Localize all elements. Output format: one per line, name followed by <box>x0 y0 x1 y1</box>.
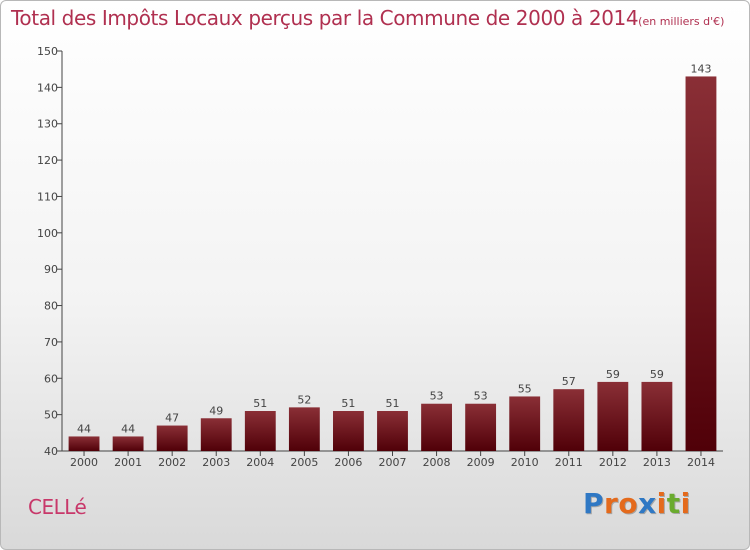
bar-2010 <box>509 396 541 451</box>
bar-2007 <box>377 411 408 451</box>
logo-letter: x <box>638 487 657 520</box>
bar-2006 <box>333 411 364 451</box>
value-label-2014: 143 <box>690 62 711 75</box>
x-tick-label: 2001 <box>114 456 142 469</box>
y-tick-label: 130 <box>37 118 58 131</box>
bar-2014 <box>685 76 717 452</box>
value-label-2003: 49 <box>209 404 223 417</box>
y-tick-label: 70 <box>44 336 58 349</box>
bars <box>68 76 717 452</box>
x-tick-label: 2014 <box>687 456 715 469</box>
logo-letter: o <box>618 487 639 520</box>
bar-2004 <box>244 411 276 451</box>
logo-letter: i <box>656 487 667 520</box>
logo-letter: t <box>666 487 681 520</box>
chart-title: Total des Impôts Locaux perçus par la Co… <box>11 6 639 30</box>
y-tick-label: 80 <box>44 300 58 313</box>
x-tick-label: 2013 <box>643 456 671 469</box>
y-tick-label: 90 <box>44 263 58 276</box>
chart-unit: (en milliers d'€) <box>638 15 725 28</box>
x-tick-label: 2012 <box>599 456 627 469</box>
value-labels: 44 44 47 49 51 52 51 51 53 53 55 57 59 59 143 <box>77 62 711 435</box>
x-tick-label: 2000 <box>70 456 98 469</box>
y-tick-label: 50 <box>44 409 58 422</box>
bar-2011 <box>553 389 585 451</box>
x-tick-label: 2011 <box>555 456 583 469</box>
x-axis: 2000 2001 2002 2003 2004 2005 2006 2007 2008 2009… <box>62 450 723 469</box>
y-tick-label: 40 <box>44 445 58 458</box>
y-axis: 40 50 60 70 80 90 100 110 120 130 140 150 <box>37 45 63 458</box>
value-label-2004: 51 <box>253 397 267 410</box>
y-tick-label: 60 <box>44 372 58 385</box>
x-tick-label: 2008 <box>423 456 451 469</box>
value-label-2011: 57 <box>562 375 576 388</box>
value-label-2005: 52 <box>297 393 311 406</box>
y-tick-label: 150 <box>37 45 58 58</box>
x-tick-label: 2006 <box>334 456 362 469</box>
value-label-2012: 59 <box>606 368 620 381</box>
proxiti-logo[interactable]: Proxiti <box>583 487 691 520</box>
logo-letter: i <box>680 487 691 520</box>
y-tick-label: 110 <box>37 190 58 203</box>
bar-2012 <box>597 381 629 451</box>
bar-2005 <box>288 407 320 451</box>
value-label-2000: 44 <box>77 422 91 435</box>
bar-2002 <box>156 425 188 451</box>
bar-2009 <box>465 403 497 451</box>
value-label-2009: 53 <box>474 390 488 403</box>
y-tick-label: 100 <box>37 227 58 240</box>
logo-letter: P <box>583 487 605 520</box>
x-tick-label: 2010 <box>511 456 539 469</box>
value-label-2008: 53 <box>430 390 444 403</box>
x-tick-label: 2003 <box>202 456 230 469</box>
x-tick-label: 2007 <box>379 456 407 469</box>
bar-2008 <box>421 403 452 451</box>
bar-2001 <box>112 436 144 451</box>
commune-name: CELLé <box>28 495 87 519</box>
y-tick-label: 140 <box>37 81 58 94</box>
bar-2013 <box>641 381 673 451</box>
value-label-2007: 51 <box>386 397 400 410</box>
bar-2003 <box>200 418 232 451</box>
bar-2000 <box>68 436 100 451</box>
value-label-2013: 59 <box>650 368 664 381</box>
logo-letter: r <box>604 487 619 520</box>
x-tick-label: 2002 <box>158 456 186 469</box>
x-tick-label: 2004 <box>246 456 274 469</box>
value-label-2010: 55 <box>518 382 532 395</box>
value-label-2006: 51 <box>341 397 355 410</box>
chart-title-row: Total des Impôts Locaux perçus par la Co… <box>11 6 724 30</box>
y-tick-label: 120 <box>37 154 58 167</box>
x-tick-label: 2009 <box>467 456 495 469</box>
value-label-2001: 44 <box>121 422 135 435</box>
x-tick-label: 2005 <box>290 456 318 469</box>
value-label-2002: 47 <box>165 412 179 425</box>
